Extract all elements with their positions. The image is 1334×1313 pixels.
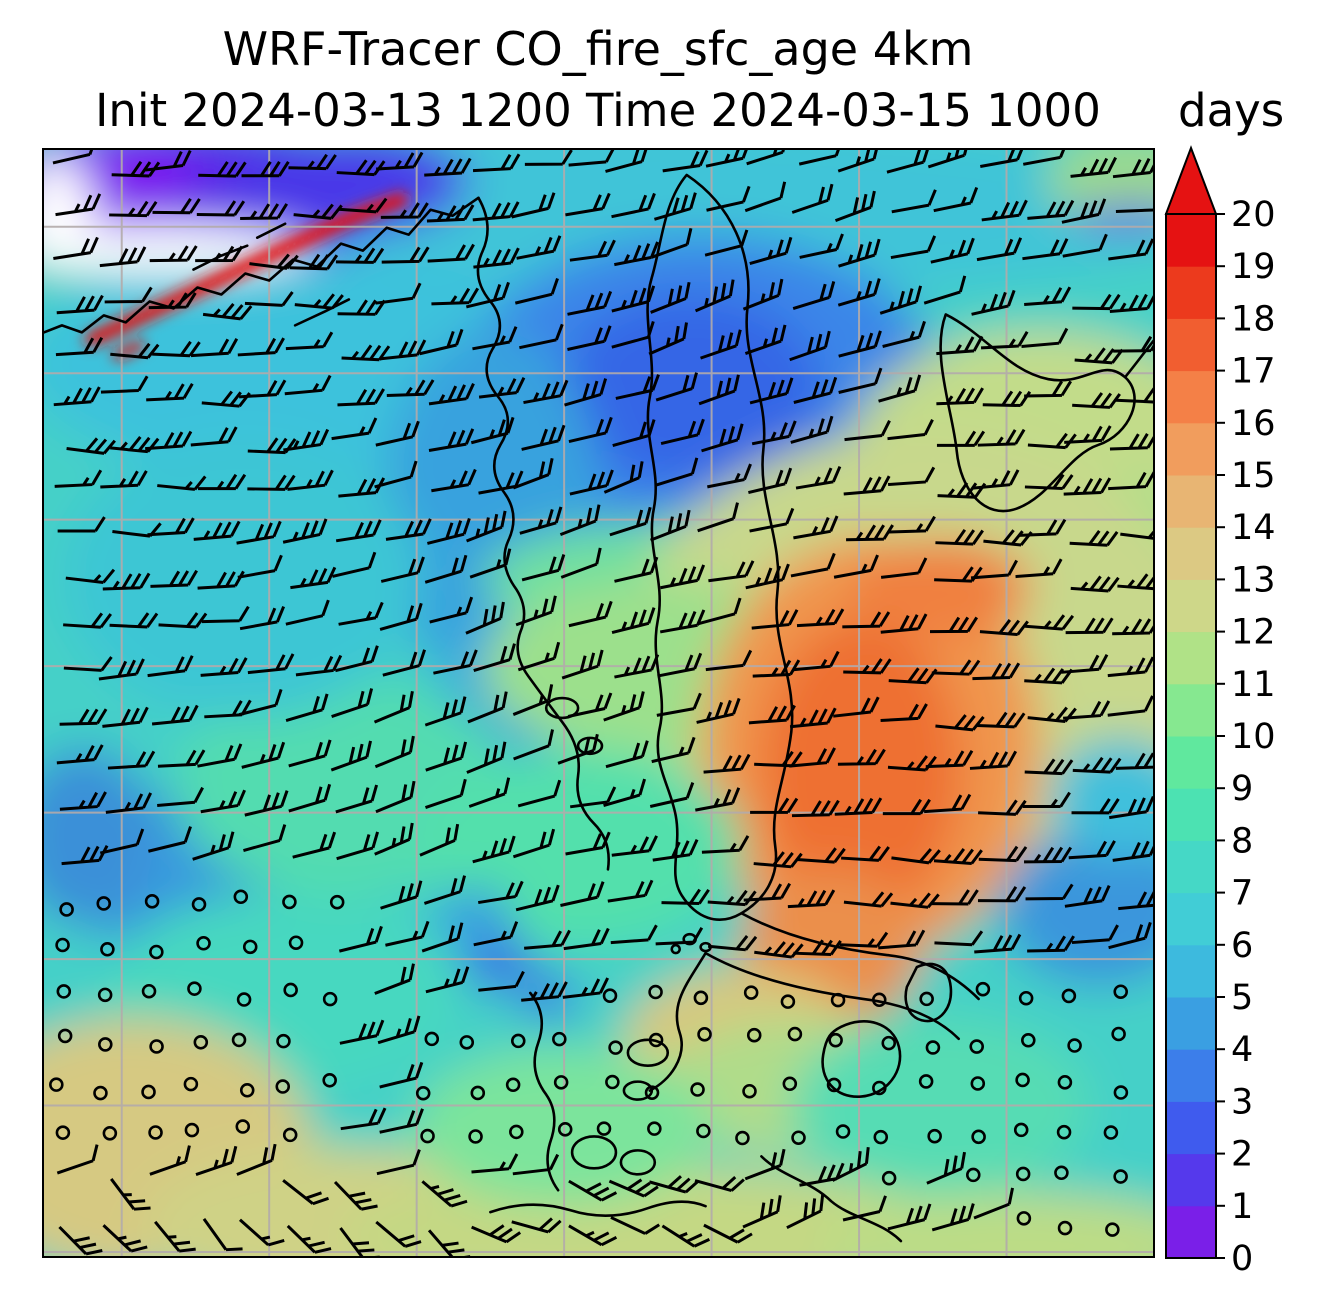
svg-text:16: 16 <box>1231 404 1276 444</box>
svg-text:6: 6 <box>1231 926 1253 966</box>
map-panel <box>42 148 1155 1258</box>
svg-text:10: 10 <box>1231 717 1276 757</box>
svg-text:18: 18 <box>1231 299 1276 339</box>
svg-text:0: 0 <box>1231 1239 1253 1279</box>
svg-text:8: 8 <box>1231 821 1253 861</box>
svg-text:19: 19 <box>1231 247 1276 287</box>
svg-text:9: 9 <box>1231 769 1253 809</box>
tracer-age-heatmap <box>44 150 1153 1256</box>
chart-subtitle: Init 2024-03-13 1200 Time 2024-03-15 100… <box>95 84 1101 137</box>
svg-text:14: 14 <box>1231 508 1276 548</box>
svg-text:5: 5 <box>1231 978 1253 1018</box>
colorbar-unit-label: days <box>1178 84 1285 137</box>
svg-text:3: 3 <box>1231 1082 1253 1122</box>
svg-text:17: 17 <box>1231 352 1276 392</box>
svg-text:1: 1 <box>1231 1187 1253 1227</box>
svg-text:20: 20 <box>1231 195 1276 235</box>
svg-text:15: 15 <box>1231 456 1276 496</box>
svg-text:12: 12 <box>1231 613 1276 653</box>
svg-text:2: 2 <box>1231 1135 1253 1175</box>
svg-text:4: 4 <box>1231 1030 1253 1070</box>
svg-text:13: 13 <box>1231 560 1276 600</box>
chart-title: WRF-Tracer CO_fire_sfc_age 4km <box>222 22 974 76</box>
svg-text:7: 7 <box>1231 874 1253 914</box>
svg-text:11: 11 <box>1231 665 1276 705</box>
